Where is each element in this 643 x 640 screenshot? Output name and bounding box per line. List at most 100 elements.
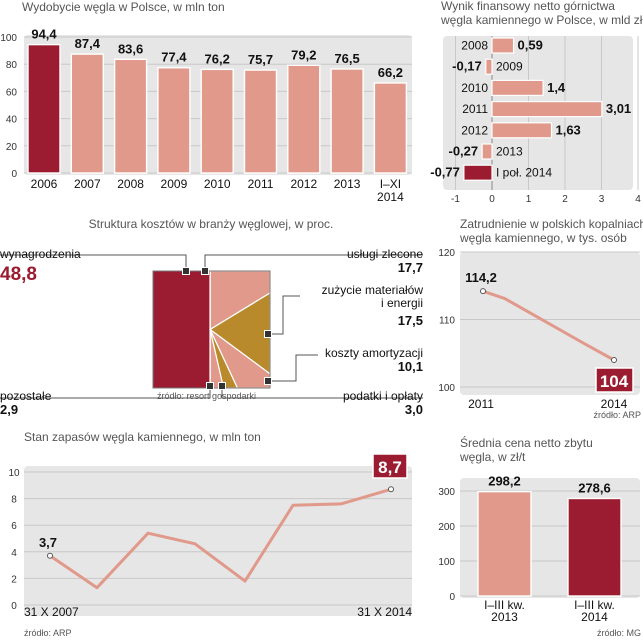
y-tick-label: 0 [449,592,455,603]
x-category-label: 31 X 2007 [24,605,79,619]
slice-value: 10,1 [398,359,423,374]
leader-line [0,254,187,271]
x-category-label: I–XI [380,177,401,191]
bar-I-XI-2014 [373,82,408,174]
x-tick-label: -1 [451,194,460,205]
leader-marker [206,382,214,390]
leader-marker [182,267,190,275]
leader-marker [264,330,272,338]
bar-2013 [481,143,493,160]
y-tick-label: 6 [11,521,17,532]
leader-marker [218,382,226,390]
x-category-label: 2006 [31,177,58,191]
leader-line [268,354,318,382]
y-category-label: 2008 [461,39,488,53]
data-line [49,487,392,590]
chart-title: Zatrudnienie w polskich kopalniach [460,217,643,231]
x-category-label: I–III kw. [574,598,615,612]
y-tick-label: 10 [8,468,20,479]
bar-value-label: 77,4 [161,50,187,65]
x-category-label: 2008 [117,177,144,191]
bar-2006 [27,43,61,174]
x-category-label: 2014 [601,397,628,411]
bar-2011 [491,100,603,118]
x-category-label: 2007 [74,177,101,191]
bar-2009 [485,58,493,75]
slice-value: 3,0 [405,402,423,417]
bar-value-label: 83,6 [118,41,143,56]
slice-value: 17,7 [398,260,423,275]
y-category-label: 2013 [496,145,523,159]
data-line [482,289,615,362]
y-tick-label: 4 [11,548,17,559]
slice-label: koszty amortyzacji [325,346,423,360]
x-category-label: 31 X 2014 [357,605,412,619]
chart-coal-output: Wydobycie węgla w Polsce, w mln ton 0 20 40… [0,0,412,204]
source-note: źródło: resort gospodarki [157,391,256,401]
bar-value-label: 76,5 [334,51,359,66]
y-tick-label: 8 [11,495,17,506]
bar-2008 [491,37,515,54]
y-tick-label: 0 [11,169,17,180]
y-tick-label: 100 [438,383,455,394]
bar-value-label: 87,4 [75,36,101,51]
x-category-label: I–III kw. [484,598,525,612]
x-category-label: 2014 [377,190,404,204]
y-category-label: 2010 [461,81,488,95]
y-category-label: I poł. 2014 [496,166,552,180]
y-tick-label: 120 [438,248,455,259]
bar-2013 [330,68,364,174]
y-tick-label: 100 [438,557,455,568]
chart-coal-stock: Stan zapasów węgla kamiennego, w mln ton… [8,430,412,638]
bar-2011 [243,69,278,174]
data-point [480,288,486,295]
x-tick-label: 2 [562,194,568,205]
y-tick-label: 60 [6,87,18,98]
bar-value-label: 3,01 [606,101,631,116]
y-tick-label: 100 [0,33,17,44]
slice-value: 48,8 [0,264,37,285]
bar-value-label: 66,2 [378,65,403,80]
bar-value-label: 0,59 [518,38,543,53]
y-tick-label: 80 [6,60,18,71]
y-tick-label: 20 [6,142,18,153]
source-note: źródło: MG [597,628,641,638]
bar-value-label: 1,4 [547,80,566,95]
plot-panel [24,466,412,616]
x-category-label: 2012 [290,177,317,191]
data-point [388,486,394,493]
leader-line [204,254,423,271]
slice-label: usługi zlecone [347,247,423,261]
bar-2014 [567,497,622,597]
slice-wynagrodzenia [153,271,211,388]
data-point [611,357,617,363]
highlight-box [595,367,634,393]
bar-value-label: -0,17 [452,59,482,74]
bar-2013 [477,490,532,597]
chart-cost-structure: Struktura kosztów w branży węglowej, w p… [0,217,423,417]
y-category-label: 2012 [461,123,488,137]
y-tick-label: 200 [438,522,455,533]
chart-employment: Zatrudnienie w polskich kopalniachwęgla … [438,217,643,420]
chart-title: Średnia cena netto zbytu [460,435,593,450]
y-category-label: 2011 [462,102,488,116]
leader-line [268,295,300,335]
x-tick-label: 1 [526,194,532,205]
chart-title: węgla, w zł/t [459,450,526,464]
slice-value: 2,9 [0,402,18,417]
x-category-label: 2010 [204,177,231,191]
highlight-box [372,453,408,479]
x-category-label: 2013 [491,610,518,624]
bar-value-label: 1,63 [555,122,580,137]
y-tick-label: 40 [6,115,18,126]
slice-label: pozostałe [0,389,52,403]
chart-title: Struktura kosztów w branży węglowej, w p… [89,217,334,231]
bar-2009 [157,67,191,174]
leader-marker [201,267,209,275]
y-tick-label: 110 [439,316,455,327]
chart-title: Wynik finansowy netto górnictwa [441,0,615,13]
chart-title: Wydobycie węgla w Polsce, w mln ton [22,0,225,14]
x-category-label: 2013 [334,177,361,191]
